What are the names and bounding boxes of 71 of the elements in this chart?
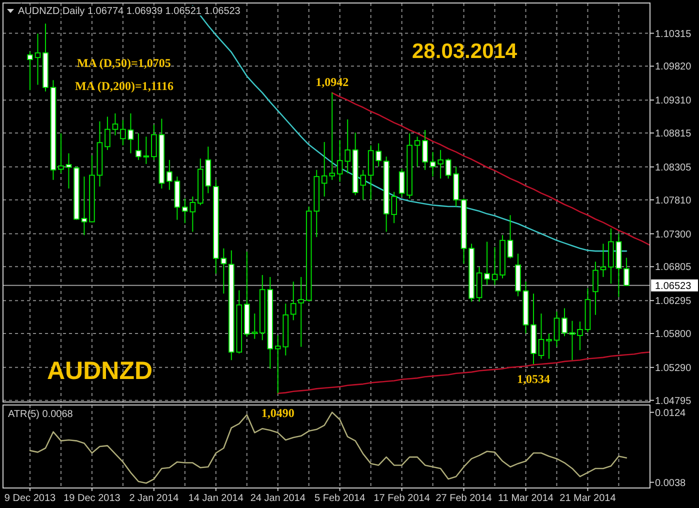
- candlestick: [430, 151, 436, 178]
- y-tick-label: 1.10315: [655, 28, 692, 40]
- candlestick: [190, 196, 196, 232]
- line-series: [277, 351, 650, 394]
- annotation: 1,0490: [261, 406, 294, 420]
- candlestick: [554, 311, 560, 348]
- y-tick-label: 1.05290: [655, 362, 692, 374]
- candlestick: [484, 241, 490, 286]
- candlestick: [112, 112, 118, 136]
- y-tick-label: 1.09820: [655, 62, 692, 73]
- y-tick-label: 1.04795: [655, 396, 692, 407]
- annotation: MA (D,200)=1,1116: [75, 79, 174, 93]
- x-tick-label: 19 Dec 2013: [64, 493, 121, 504]
- x-tick-label: 24 Jan 2014: [250, 493, 306, 504]
- candlestick: [58, 132, 64, 174]
- annotation: AUDNZD: [47, 357, 153, 385]
- candlestick: [577, 321, 583, 351]
- candlestick: [562, 308, 568, 337]
- y-tick-label: 1.05800: [655, 329, 692, 340]
- annotation: 1,0534: [517, 372, 550, 386]
- candlestick: [546, 333, 552, 360]
- candlestick: [422, 130, 428, 170]
- y-tick-label: 1.08305: [655, 162, 692, 174]
- candlestick: [81, 176, 88, 236]
- annotation: 28.03.2014: [412, 40, 518, 63]
- candlestick: [120, 120, 126, 146]
- candlestick: [143, 136, 150, 164]
- y-tick-label: 1.07810: [655, 195, 692, 206]
- y-tick-label: 1.06295: [655, 296, 692, 308]
- x-tick-label: 17 Feb 2014: [374, 493, 430, 504]
- annotation: MA (D,50)=1,0705: [77, 56, 171, 70]
- candlestick: [600, 243, 606, 278]
- candlestick: [34, 33, 41, 86]
- candlestick: [438, 149, 444, 180]
- candlestick: [104, 116, 110, 150]
- candlestick: [414, 136, 420, 168]
- candlestick: [182, 198, 188, 224]
- candlestick: [151, 124, 157, 160]
- y-tick-label: 0.0038: [655, 478, 686, 489]
- candlestick: [592, 261, 598, 316]
- x-tick-label: 9 Dec 2013: [4, 493, 56, 504]
- candlestick: [538, 313, 544, 360]
- candlestick: [128, 112, 134, 154]
- x-tick-label: 11 Mar 2014: [498, 493, 554, 504]
- x-tick-label: 27 Feb 2014: [436, 493, 492, 504]
- candlestick: [398, 168, 405, 198]
- candlestick: [136, 132, 142, 160]
- candlestick: [220, 248, 227, 294]
- candlestick: [376, 142, 382, 168]
- line-series: [331, 92, 650, 246]
- y-tick-label: 1.07300: [655, 229, 692, 240]
- x-tick-label: 5 Feb 2014: [314, 493, 366, 504]
- candlestick: [391, 191, 397, 224]
- candlestick: [445, 158, 452, 180]
- x-tick-label: 14 Jan 2014: [188, 493, 244, 504]
- x-tick-label: 21 Mar 2014: [560, 493, 616, 504]
- candlestick: [507, 214, 514, 259]
- candlestick: [166, 159, 172, 190]
- candlestick: [27, 51, 33, 91]
- candlestick: [360, 169, 366, 200]
- chart-title: ATR(5) 0.0068: [8, 409, 74, 420]
- y-tick-label: 0.0124: [655, 408, 686, 419]
- candlestick: [624, 257, 630, 286]
- ref-line-label: 1.06523: [655, 280, 692, 292]
- candlestick: [492, 246, 498, 286]
- candlestick: [66, 152, 72, 190]
- y-tick-label: 1.08815: [655, 128, 692, 140]
- y-tick-label: 1.09310: [655, 96, 692, 107]
- y-tick-label: 1.06805: [655, 262, 692, 274]
- annotation: 1,0942: [316, 74, 349, 89]
- x-tick-label: 2 Jan 2014: [129, 493, 180, 504]
